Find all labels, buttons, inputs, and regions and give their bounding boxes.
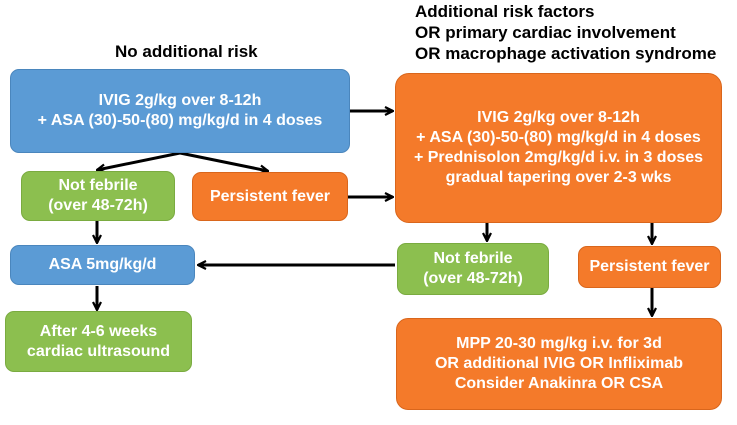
arrow-ivig-to-persistent-fever	[179, 151, 268, 171]
ivig-standard-box: IVIG 2g/kg over 8-12h + ASA (30)-50-(80)…	[10, 69, 350, 153]
not-febrile-left-box: Not febrile (over 48-72h)	[21, 171, 175, 221]
box-line: Persistent fever	[209, 187, 331, 205]
persistent-fever-left-box: Persistent fever	[192, 172, 348, 221]
no-risk-heading: No additional risk	[115, 42, 258, 61]
ivig-intensified-box: IVIG 2g/kg over 8-12h + ASA (30)-50-(80)…	[395, 73, 722, 223]
box-line: + ASA (30)-50-(80) mg/kg/d in 4 doses	[37, 112, 323, 129]
asa-low-dose-box: ASA 5mg/kg/d	[10, 245, 195, 285]
box-line: Not febrile	[433, 250, 513, 267]
mpp-box: MPP 20-30 mg/kg i.v. for 3d OR additiona…	[396, 318, 722, 410]
box-line: + ASA (30)-50-(80) mg/kg/d in 4 doses	[416, 129, 701, 146]
risk-heading-line: OR macrophage activation syndrome	[415, 44, 717, 63]
box-line: MPP 20-30 mg/kg i.v. for 3d	[456, 335, 662, 352]
box-line: (over 48-72h)	[423, 270, 523, 287]
box-line: (over 48-72h)	[48, 197, 148, 214]
box-line: IVIG 2g/kg over 8-12h	[98, 92, 262, 109]
arrow-ivig-to-not-febrile	[97, 151, 181, 170]
box-line: gradual tapering over 2-3 wks	[445, 169, 672, 186]
not-febrile-right-box: Not febrile (over 48-72h)	[397, 243, 549, 295]
box-line: Not febrile	[58, 177, 138, 194]
box-line: ASA 5mg/kg/d	[48, 256, 157, 273]
box-line: + Prednisolon 2mg/kg/d i.v. in 3 doses	[413, 149, 704, 166]
risk-heading-line: OR primary cardiac involvement	[415, 23, 676, 42]
box-line: Consider Anakinra OR CSA	[454, 375, 664, 392]
risk-factors-heading: Additional risk factors OR primary cardi…	[415, 1, 716, 64]
box-line: IVIG 2g/kg over 8-12h	[477, 109, 640, 126]
risk-heading-line: Additional risk factors	[415, 2, 595, 21]
box-line: cardiac ultrasound	[26, 342, 171, 360]
box-line: OR additional IVIG OR Infliximab	[434, 355, 684, 372]
persistent-fever-right-box: Persistent fever	[578, 246, 721, 288]
box-line: After 4-6 weeks	[39, 322, 158, 340]
cardiac-ultrasound-box: After 4-6 weeks cardiac ultrasound	[5, 311, 192, 372]
box-line: Persistent fever	[589, 258, 710, 275]
